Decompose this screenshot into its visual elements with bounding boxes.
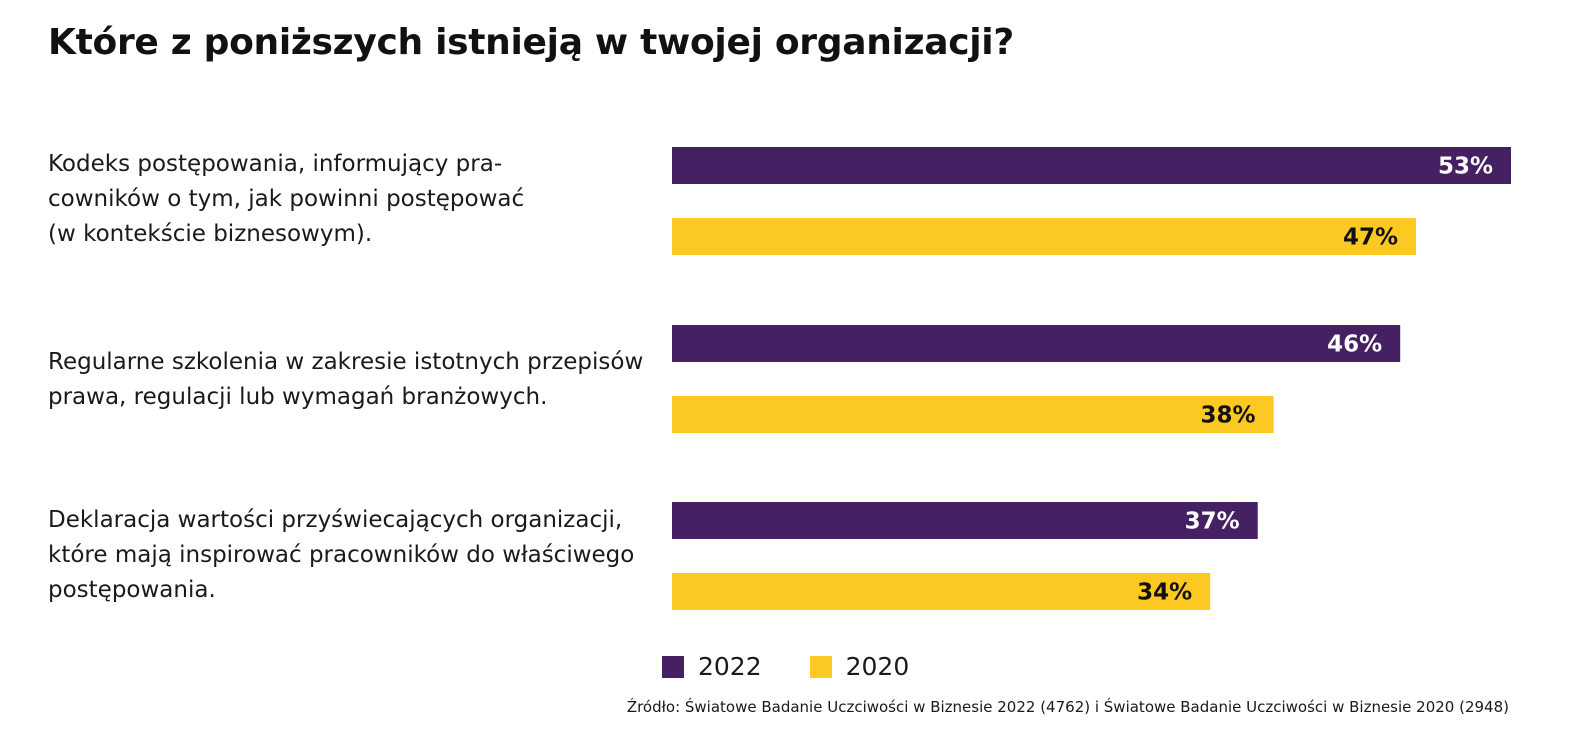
legend-swatch-2022 bbox=[662, 655, 684, 678]
bar-2022-category-3 bbox=[672, 502, 1258, 539]
legend: 2022 2020 bbox=[662, 652, 957, 681]
bar-2022-category-1 bbox=[672, 147, 1511, 184]
chart-title: Które z poniższych istnieją w twojej org… bbox=[48, 22, 1014, 63]
bar-value-label-2022-category-2: 46% bbox=[1327, 332, 1382, 358]
category-label-line: Regularne szkolenia w zakresie istotnych… bbox=[48, 349, 644, 375]
legend-label-2020: 2020 bbox=[845, 652, 910, 681]
source-note: Źródło: Światowe Badanie Uczciwości w Bi… bbox=[626, 698, 1509, 716]
bar-value-label-2022-category-3: 37% bbox=[1185, 509, 1240, 535]
category-label-line: Kodeks postępowania, informujący pra- bbox=[48, 151, 503, 177]
bar-2020-category-3 bbox=[672, 573, 1211, 610]
category-label-line: które mają inspirować pracowników do wła… bbox=[48, 542, 635, 568]
bar-value-label-2020-category-1: 47% bbox=[1343, 225, 1398, 251]
category-label-3: Deklaracja wartości przyświecających org… bbox=[48, 503, 658, 608]
category-label-line: cowników o tym, jak powinni postępować bbox=[48, 186, 525, 212]
bar-2020-category-1 bbox=[672, 218, 1417, 255]
bar-value-label-2020-category-3: 34% bbox=[1137, 580, 1192, 606]
bar-value-label-2020-category-2: 38% bbox=[1200, 403, 1255, 429]
legend-label-2022: 2022 bbox=[698, 652, 762, 681]
category-label-line: (w kontekście biznesowym). bbox=[48, 221, 373, 247]
category-label-line: Deklaracja wartości przyświecających org… bbox=[48, 507, 623, 533]
bar-2020-category-2 bbox=[672, 396, 1274, 433]
legend-item-2022: 2022 bbox=[662, 652, 762, 681]
category-label-2: Regularne szkolenia w zakresie istotnych… bbox=[48, 345, 658, 415]
legend-item-2020: 2020 bbox=[809, 652, 910, 681]
legend-swatch-2020 bbox=[809, 655, 832, 678]
category-label-line: prawa, regulacji lub wymagań branżowych. bbox=[48, 384, 548, 410]
bar-value-label-2022-category-1: 53% bbox=[1438, 154, 1493, 180]
bar-2022-category-2 bbox=[672, 325, 1401, 362]
category-label-line: postępowania. bbox=[48, 577, 216, 603]
category-label-1: Kodeks postępowania, informujący pra- co… bbox=[48, 147, 658, 252]
